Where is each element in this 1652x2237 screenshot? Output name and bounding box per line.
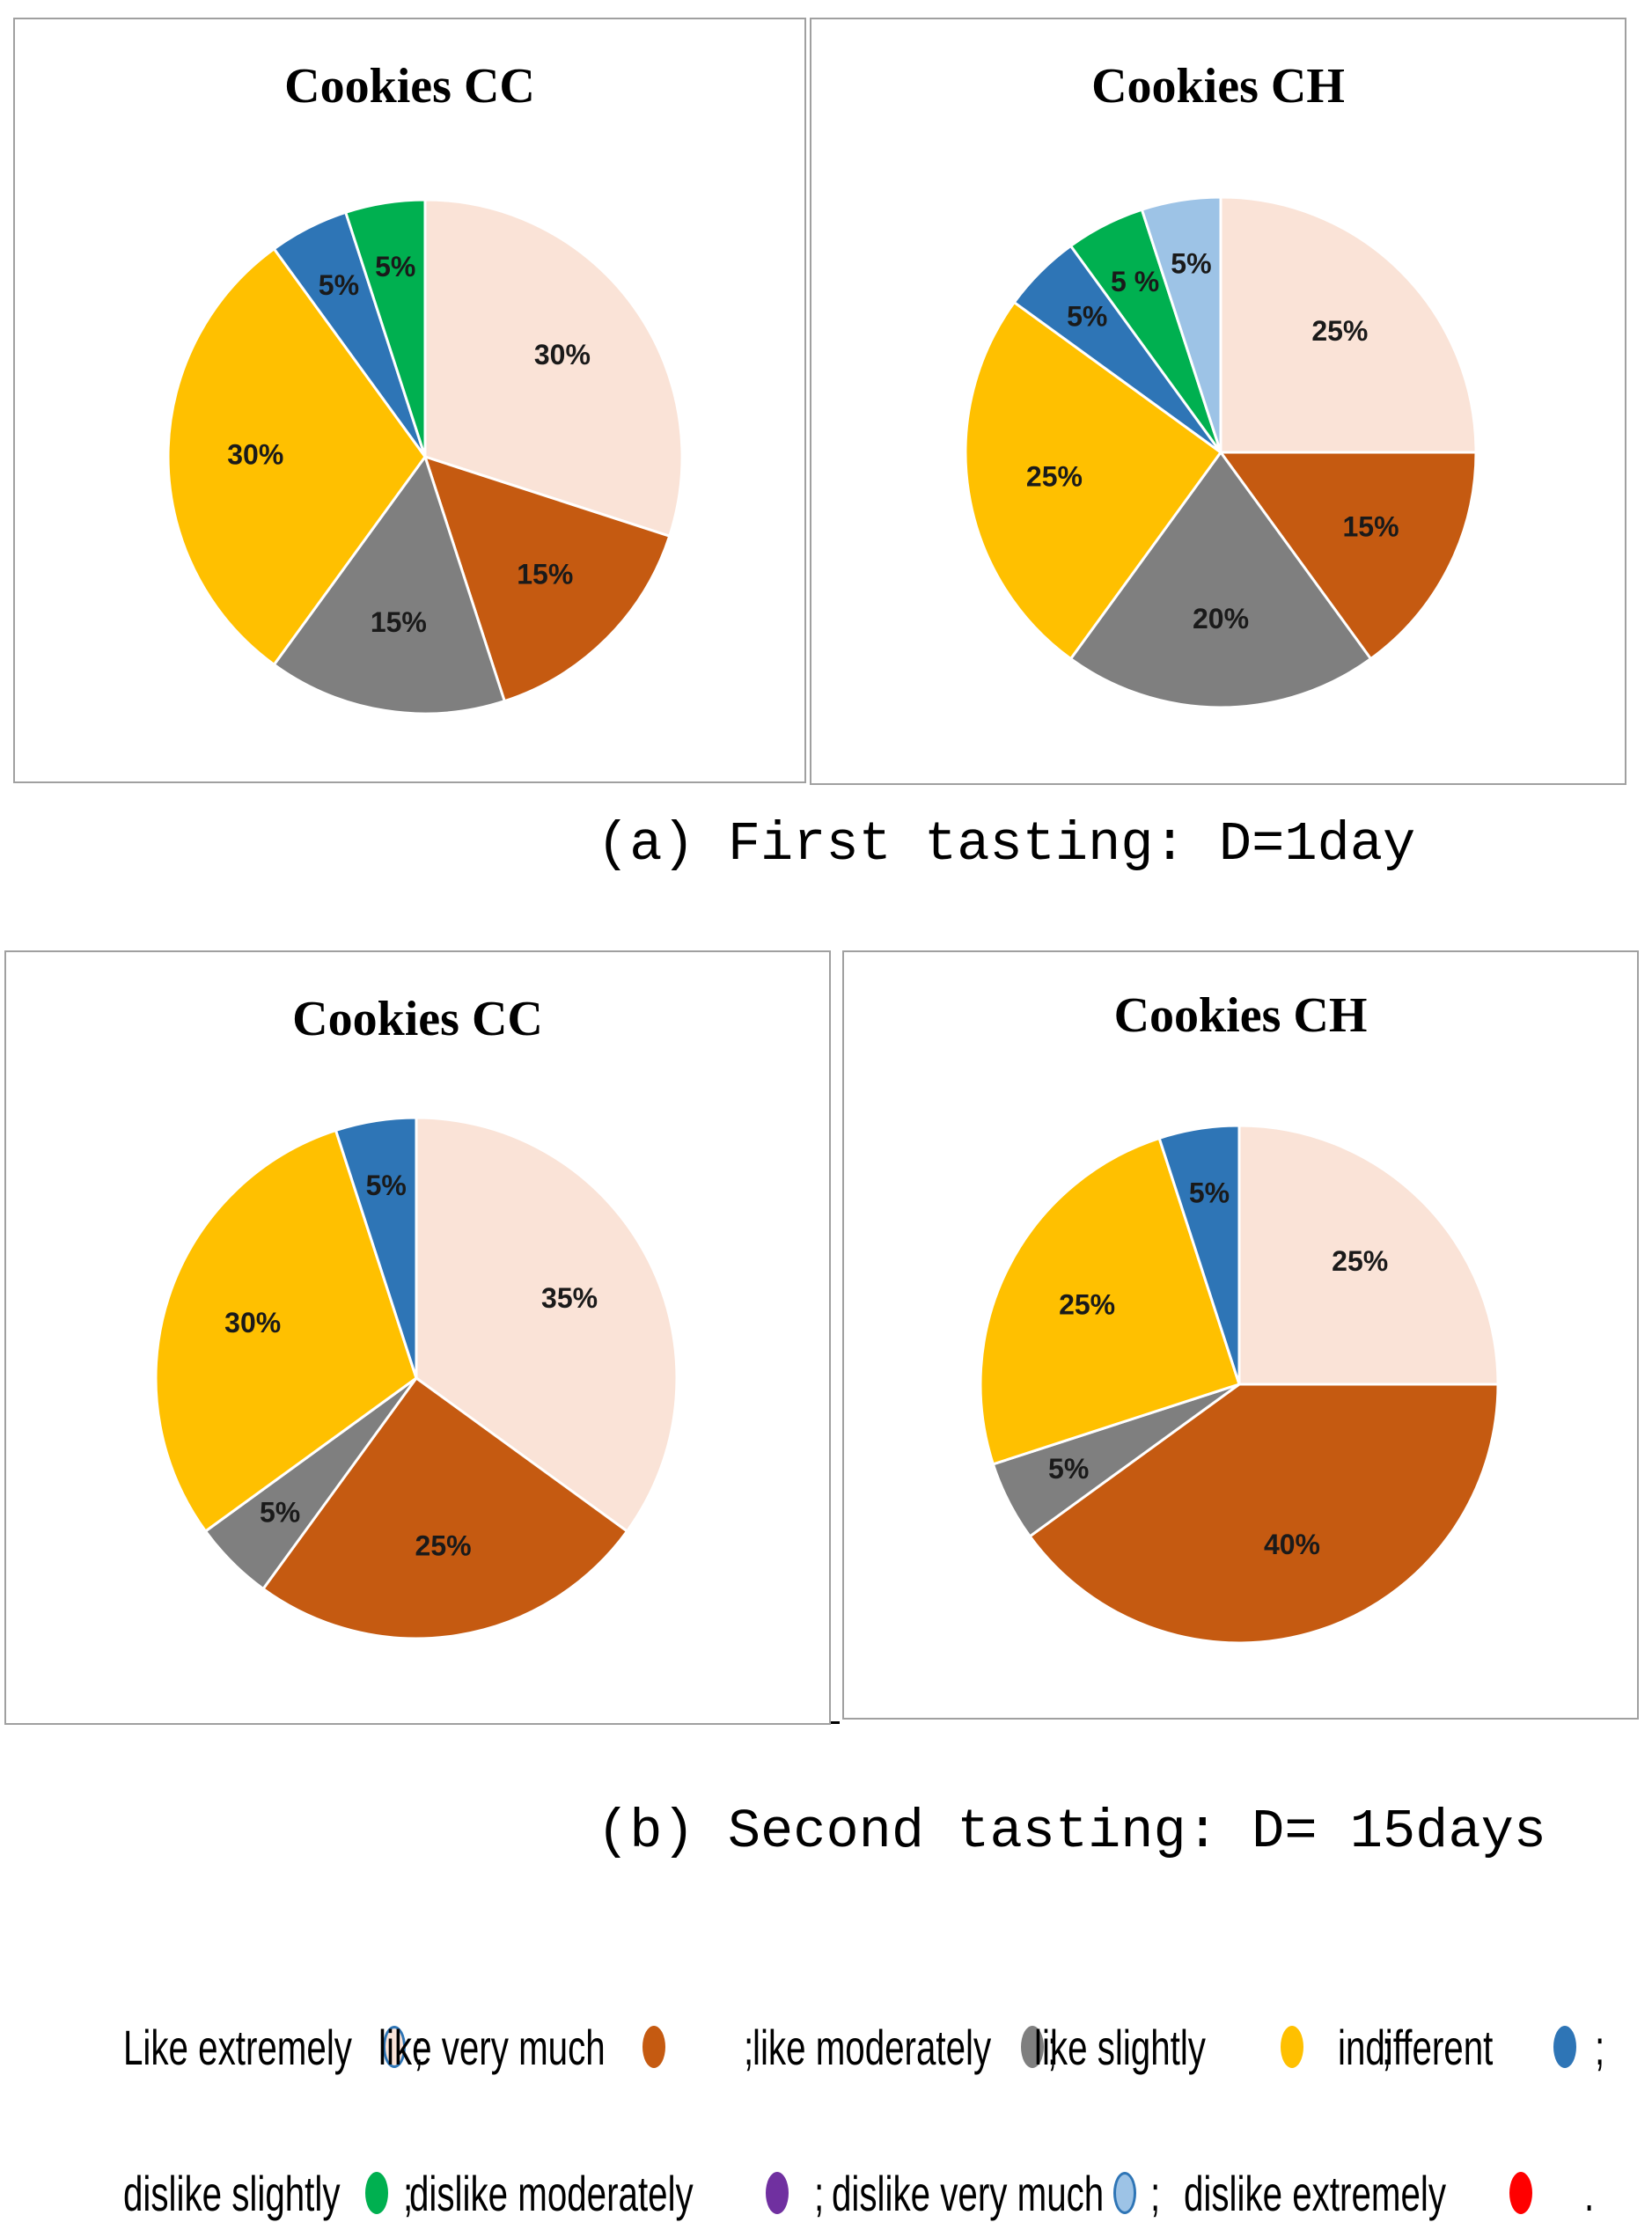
pie-slice-like-extremely [415, 1116, 679, 1534]
legend-swatch-icon [365, 2172, 388, 2214]
pie-slice-like-very-much [261, 1375, 629, 1640]
pie-data-label: 25% [1059, 1288, 1115, 1320]
legend-row-2: dislike slightly; dislike moderately; disl… [0, 2154, 1652, 2233]
pie-slice-like-very-much [422, 454, 672, 703]
pie-data-label: 40% [1264, 1529, 1320, 1560]
pie-data-label: 5% [375, 251, 415, 282]
legend-swatch-icon [383, 2026, 406, 2068]
pie-data-label: 25% [1026, 460, 1083, 492]
pie-data-label: 5% [1189, 1177, 1230, 1209]
pie-data-label: 15% [517, 559, 573, 590]
legend-separator: ; [814, 2166, 825, 2221]
pie-slice-like-extremely [1219, 195, 1478, 454]
legend-swatch-icon [642, 2026, 665, 2068]
legend-label: dislike slightly [123, 2166, 341, 2221]
legend-swatch-icon [1021, 2026, 1044, 2068]
legend-swatch-icon [1553, 2026, 1576, 2068]
legend-separator: ; [1047, 2020, 1058, 2075]
pie-slice-like-extremely [1237, 1124, 1500, 1386]
legend-label: dislike very much [832, 2166, 1105, 2221]
pie-data-label: 35% [541, 1282, 598, 1314]
legend-label: dislike extremely [1184, 2166, 1447, 2221]
chart-panel-cc-second: Cookies CC 35% 25% 5% 30% 5% [4, 950, 831, 1725]
legend-swatch-icon [1113, 2172, 1136, 2214]
pie-data-label: 5% [260, 1496, 300, 1528]
pie-slice-like-slightly [979, 1136, 1241, 1466]
legend-swatch-icon [1281, 2026, 1303, 2068]
pie-data-label: 5% [1048, 1453, 1089, 1485]
pie-slice-indifferent [1157, 1124, 1241, 1385]
legend-separator: . [1584, 2166, 1595, 2221]
chart-title: Cookies CH [1113, 988, 1368, 1043]
chart-title: Cookies CC [292, 992, 543, 1046]
pie-slice-dislike-very-much [1140, 195, 1222, 453]
pie-data-label: 5 % [1111, 266, 1159, 297]
pie-data-label: 15% [371, 606, 427, 638]
pie-data-label: 30% [224, 1307, 281, 1339]
legend-label: indifferent [1338, 2020, 1494, 2075]
chart-panel-ch-second: Cookies CH 25% 40% 5% 25% 5% [842, 950, 1639, 1720]
pie-slice-like-very-much [1028, 1383, 1500, 1645]
chart-panel-ch-first: Cookies CH 25% 15% 20% 25% 5% 5 % 5% [810, 18, 1626, 785]
pie-chart: 30% 15% 15% 30% 5% 5% [166, 198, 684, 715]
pie-data-label: 5% [1067, 301, 1107, 333]
caption-first-tasting: (a) First tasting: D=1day [597, 813, 1416, 876]
legend-label: Like extremely [123, 2020, 352, 2075]
legend-row-1: Like extremely; like very much; like moder… [0, 2008, 1652, 2087]
legend-separator: ; [1595, 2020, 1605, 2075]
pie-data-label: 30% [534, 339, 591, 370]
pie-slice-like-slightly [166, 246, 427, 667]
pie-slice-like-moderately [1068, 450, 1373, 709]
legend-swatch-icon [766, 2172, 789, 2214]
pie-slice-like-moderately [272, 453, 507, 715]
legend-separator: ; [1150, 2166, 1161, 2221]
legend-label: dislike moderately [409, 2166, 694, 2221]
pie-data-label: 30% [227, 438, 283, 470]
pie-slice-like-extremely [423, 198, 684, 539]
legend-separator: ; [403, 2166, 414, 2221]
legend-label: like moderately [753, 2020, 992, 2075]
pie-data-label: 25% [1311, 315, 1368, 347]
pie-chart: 25%15%20%25%5%5 %5% [964, 195, 1478, 709]
legend-separator: ; [744, 2020, 754, 2075]
pie-chart: 35% 25% 5% 30% 5% [154, 1116, 679, 1640]
pie-slice-dislike-slightly [343, 198, 427, 458]
pie-slice-like-slightly [154, 1128, 418, 1534]
stray-dash-mark [831, 1721, 840, 1724]
legend-label: like very much [378, 2020, 606, 2075]
chart-title: Cookies CH [1091, 59, 1345, 114]
legend-label: like slightly [1034, 2020, 1206, 2075]
pie-slice-like-very-much [1218, 451, 1478, 661]
pie-data-label: 25% [1332, 1245, 1388, 1277]
pie-data-label: 5% [319, 269, 359, 301]
pie-data-label: 15% [1343, 510, 1399, 542]
legend-separator: ; [414, 2020, 424, 2075]
pie-data-label: 5% [1171, 247, 1211, 279]
chart-panel-cc-first: Cookies CC 30% 15% 15% 30% 5% 5% [13, 18, 806, 783]
caption-second-tasting: (b) Second tasting: D= 15days [597, 1801, 1546, 1863]
pie-slice-indifferent [334, 1116, 418, 1379]
pie-data-label: 5% [366, 1170, 407, 1201]
pie-chart: 25% 40% 5% 25% 5% [979, 1124, 1500, 1645]
chart-title: Cookies CC [284, 59, 535, 114]
legend-separator: ; [1382, 2020, 1392, 2075]
legend-swatch-icon [1509, 2172, 1532, 2214]
pie-data-label: 20% [1193, 603, 1249, 634]
pie-data-label: 25% [415, 1529, 472, 1561]
pie-slice-like-slightly [964, 300, 1223, 661]
